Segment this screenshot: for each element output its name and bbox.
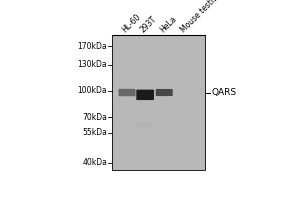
FancyBboxPatch shape: [118, 89, 136, 96]
Text: 130kDa: 130kDa: [78, 60, 107, 69]
Text: 55kDa: 55kDa: [82, 128, 107, 137]
Text: QARS: QARS: [211, 88, 236, 97]
Text: 100kDa: 100kDa: [78, 86, 107, 95]
Text: 70kDa: 70kDa: [82, 113, 107, 122]
FancyBboxPatch shape: [137, 123, 153, 127]
Text: HeLa: HeLa: [158, 14, 178, 34]
Bar: [112, 35, 205, 170]
Text: 40kDa: 40kDa: [82, 158, 107, 167]
Text: Mouse testis: Mouse testis: [179, 0, 219, 34]
Text: 170kDa: 170kDa: [78, 42, 107, 51]
FancyBboxPatch shape: [156, 89, 173, 96]
Text: HL-60: HL-60: [121, 12, 143, 34]
FancyBboxPatch shape: [136, 90, 154, 100]
Text: 293T: 293T: [139, 14, 159, 34]
